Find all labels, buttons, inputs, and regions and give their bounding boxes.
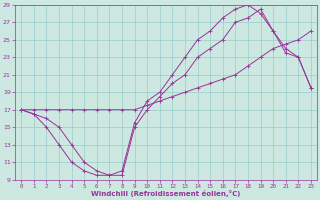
X-axis label: Windchill (Refroidissement éolien,°C): Windchill (Refroidissement éolien,°C) [92, 190, 241, 197]
